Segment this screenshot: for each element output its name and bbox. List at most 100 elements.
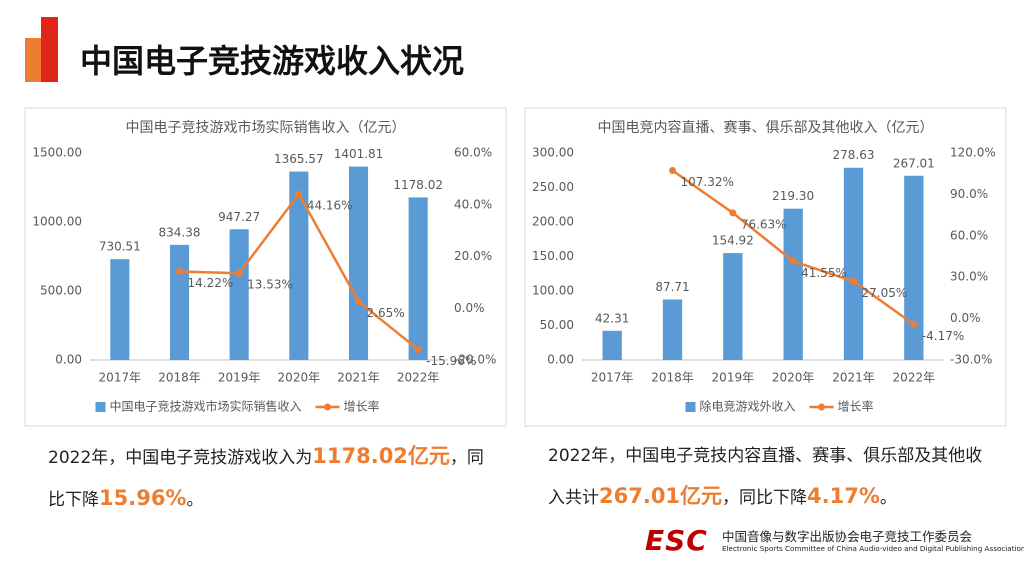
chart-panel <box>524 107 1007 427</box>
line-marker <box>789 257 797 265</box>
line-label: -4.17% <box>922 329 964 343</box>
caption-text: 。 <box>186 490 204 510</box>
legend-swatch <box>818 403 826 411</box>
legend-swatch <box>685 402 696 412</box>
line-marker <box>910 320 918 328</box>
x-tick-label: 2022年 <box>893 371 936 385</box>
bar <box>662 299 683 360</box>
caption-highlight: 4.17% <box>807 484 880 508</box>
line-label: 13.53% <box>247 278 293 292</box>
bar-label: 154.92 <box>712 234 754 248</box>
x-tick-label: 2018年 <box>158 371 201 385</box>
line-marker <box>176 267 183 275</box>
y-tick-label: 150.00 <box>532 249 574 263</box>
chart-title: 中国电子竞技游戏市场实际销售收入（亿元） <box>126 119 406 136</box>
caption-highlight: 15.96% <box>99 486 187 510</box>
bar-label: 1178.02 <box>393 178 443 192</box>
y2-tick-label: 60.0% <box>454 146 492 160</box>
line-label: 27.05% <box>862 286 908 300</box>
title-accent <box>25 38 41 82</box>
y-tick-label: 50.00 <box>540 318 574 332</box>
y2-tick-label: 90.0% <box>950 187 988 201</box>
x-tick-label: 2020年 <box>278 371 321 385</box>
bar-label: 947.27 <box>218 210 260 224</box>
bar-label: 87.71 <box>655 280 689 294</box>
y2-tick-label: 30.0% <box>950 270 988 284</box>
footer-logo: ESC <box>645 524 708 557</box>
bar <box>723 253 743 360</box>
y2-tick-label: 120.0% <box>950 146 996 160</box>
bar-label: 42.31 <box>595 311 629 325</box>
bar <box>408 197 428 360</box>
bar <box>169 244 190 360</box>
x-tick-label: 2019年 <box>712 371 755 385</box>
line-marker <box>414 346 422 354</box>
line-marker <box>729 209 737 217</box>
bar <box>289 171 309 360</box>
y-tick-label: 500.00 <box>40 284 82 298</box>
line-label: 41.55% <box>801 266 847 280</box>
caption-text: ，同比下降 <box>48 448 484 510</box>
line-marker <box>669 166 676 174</box>
line-marker <box>850 277 857 285</box>
slide-title: 中国电子竞技游戏收入状况 <box>80 42 465 80</box>
y-tick-label: 300.00 <box>532 146 574 160</box>
chart-title: 中国电竞内容直播、赛事、俱乐部及其他收入（亿元） <box>598 119 934 136</box>
y-tick-label: 0.00 <box>547 353 574 367</box>
x-tick-label: 2017年 <box>591 371 634 385</box>
line-label: 14.22% <box>188 276 234 290</box>
y2-tick-label: 0.0% <box>950 311 981 325</box>
y-tick-label: 250.00 <box>532 180 574 194</box>
line-label: 76.63% <box>741 217 787 231</box>
legend-label: 增长率 <box>838 399 874 414</box>
footer-org: 中国音像与数字出版协会电子竞技工作委员会 <box>722 529 973 544</box>
y-tick-label: 1500.00 <box>32 146 82 160</box>
bar <box>110 259 130 360</box>
x-tick-label: 2019年 <box>218 371 261 385</box>
x-tick-label: 2020年 <box>772 371 815 385</box>
legend-label: 增长率 <box>344 399 380 414</box>
bar <box>348 166 369 360</box>
line-marker <box>235 269 243 277</box>
bar-label: 1365.57 <box>274 152 324 166</box>
legend-label: 中国电子竞技游戏市场实际销售收入 <box>110 399 302 414</box>
legend-swatch <box>95 402 106 412</box>
y-tick-label: 200.00 <box>532 215 574 229</box>
caption-text: 。 <box>879 488 897 508</box>
title-accent <box>41 17 58 82</box>
line-marker <box>355 297 362 305</box>
x-tick-label: 2021年 <box>337 371 380 385</box>
caption-text: 2022年，中国电子竞技内容直播、赛事、俱乐部及其他收入共计 <box>548 446 983 508</box>
bar-label: 267.01 <box>893 156 935 170</box>
bar-label: 1401.81 <box>334 147 384 161</box>
legend-label: 除电竞游戏外收入 <box>700 399 796 414</box>
caption-highlight: 1178.02亿元 <box>312 444 450 468</box>
y-tick-label: 0.00 <box>55 353 82 367</box>
line-label: -15.96% <box>426 354 476 368</box>
x-tick-label: 2021年 <box>832 371 875 385</box>
caption: 2022年，中国电子竞技游戏收入为1178.02亿元，同比下降15.96%。 <box>48 436 488 520</box>
x-tick-label: 2018年 <box>651 371 694 385</box>
bar-label: 278.63 <box>833 148 875 162</box>
line-label: 44.16% <box>307 198 353 212</box>
caption-text: ，同比下降 <box>722 488 808 508</box>
y2-tick-label: 20.0% <box>454 249 492 263</box>
line-marker <box>295 190 303 198</box>
bar-label: 219.30 <box>772 189 814 203</box>
bar-label: 834.38 <box>159 225 201 239</box>
bar <box>783 208 803 360</box>
y-tick-label: 100.00 <box>532 284 574 298</box>
bar <box>904 175 924 360</box>
bar <box>229 229 249 360</box>
y2-tick-label: -20.0% <box>454 353 496 367</box>
y-tick-label: 1000.00 <box>32 215 82 229</box>
legend-swatch <box>324 403 332 411</box>
line-label: 2.65% <box>367 306 405 320</box>
y2-tick-label: -30.0% <box>950 353 992 367</box>
caption-highlight: 267.01亿元 <box>599 484 723 508</box>
x-tick-label: 2022年 <box>397 371 440 385</box>
caption-text: 2022年，中国电子竞技游戏收入为 <box>48 448 313 468</box>
footer-org-en: Electronic Sports Committee of China Aud… <box>722 544 1024 553</box>
